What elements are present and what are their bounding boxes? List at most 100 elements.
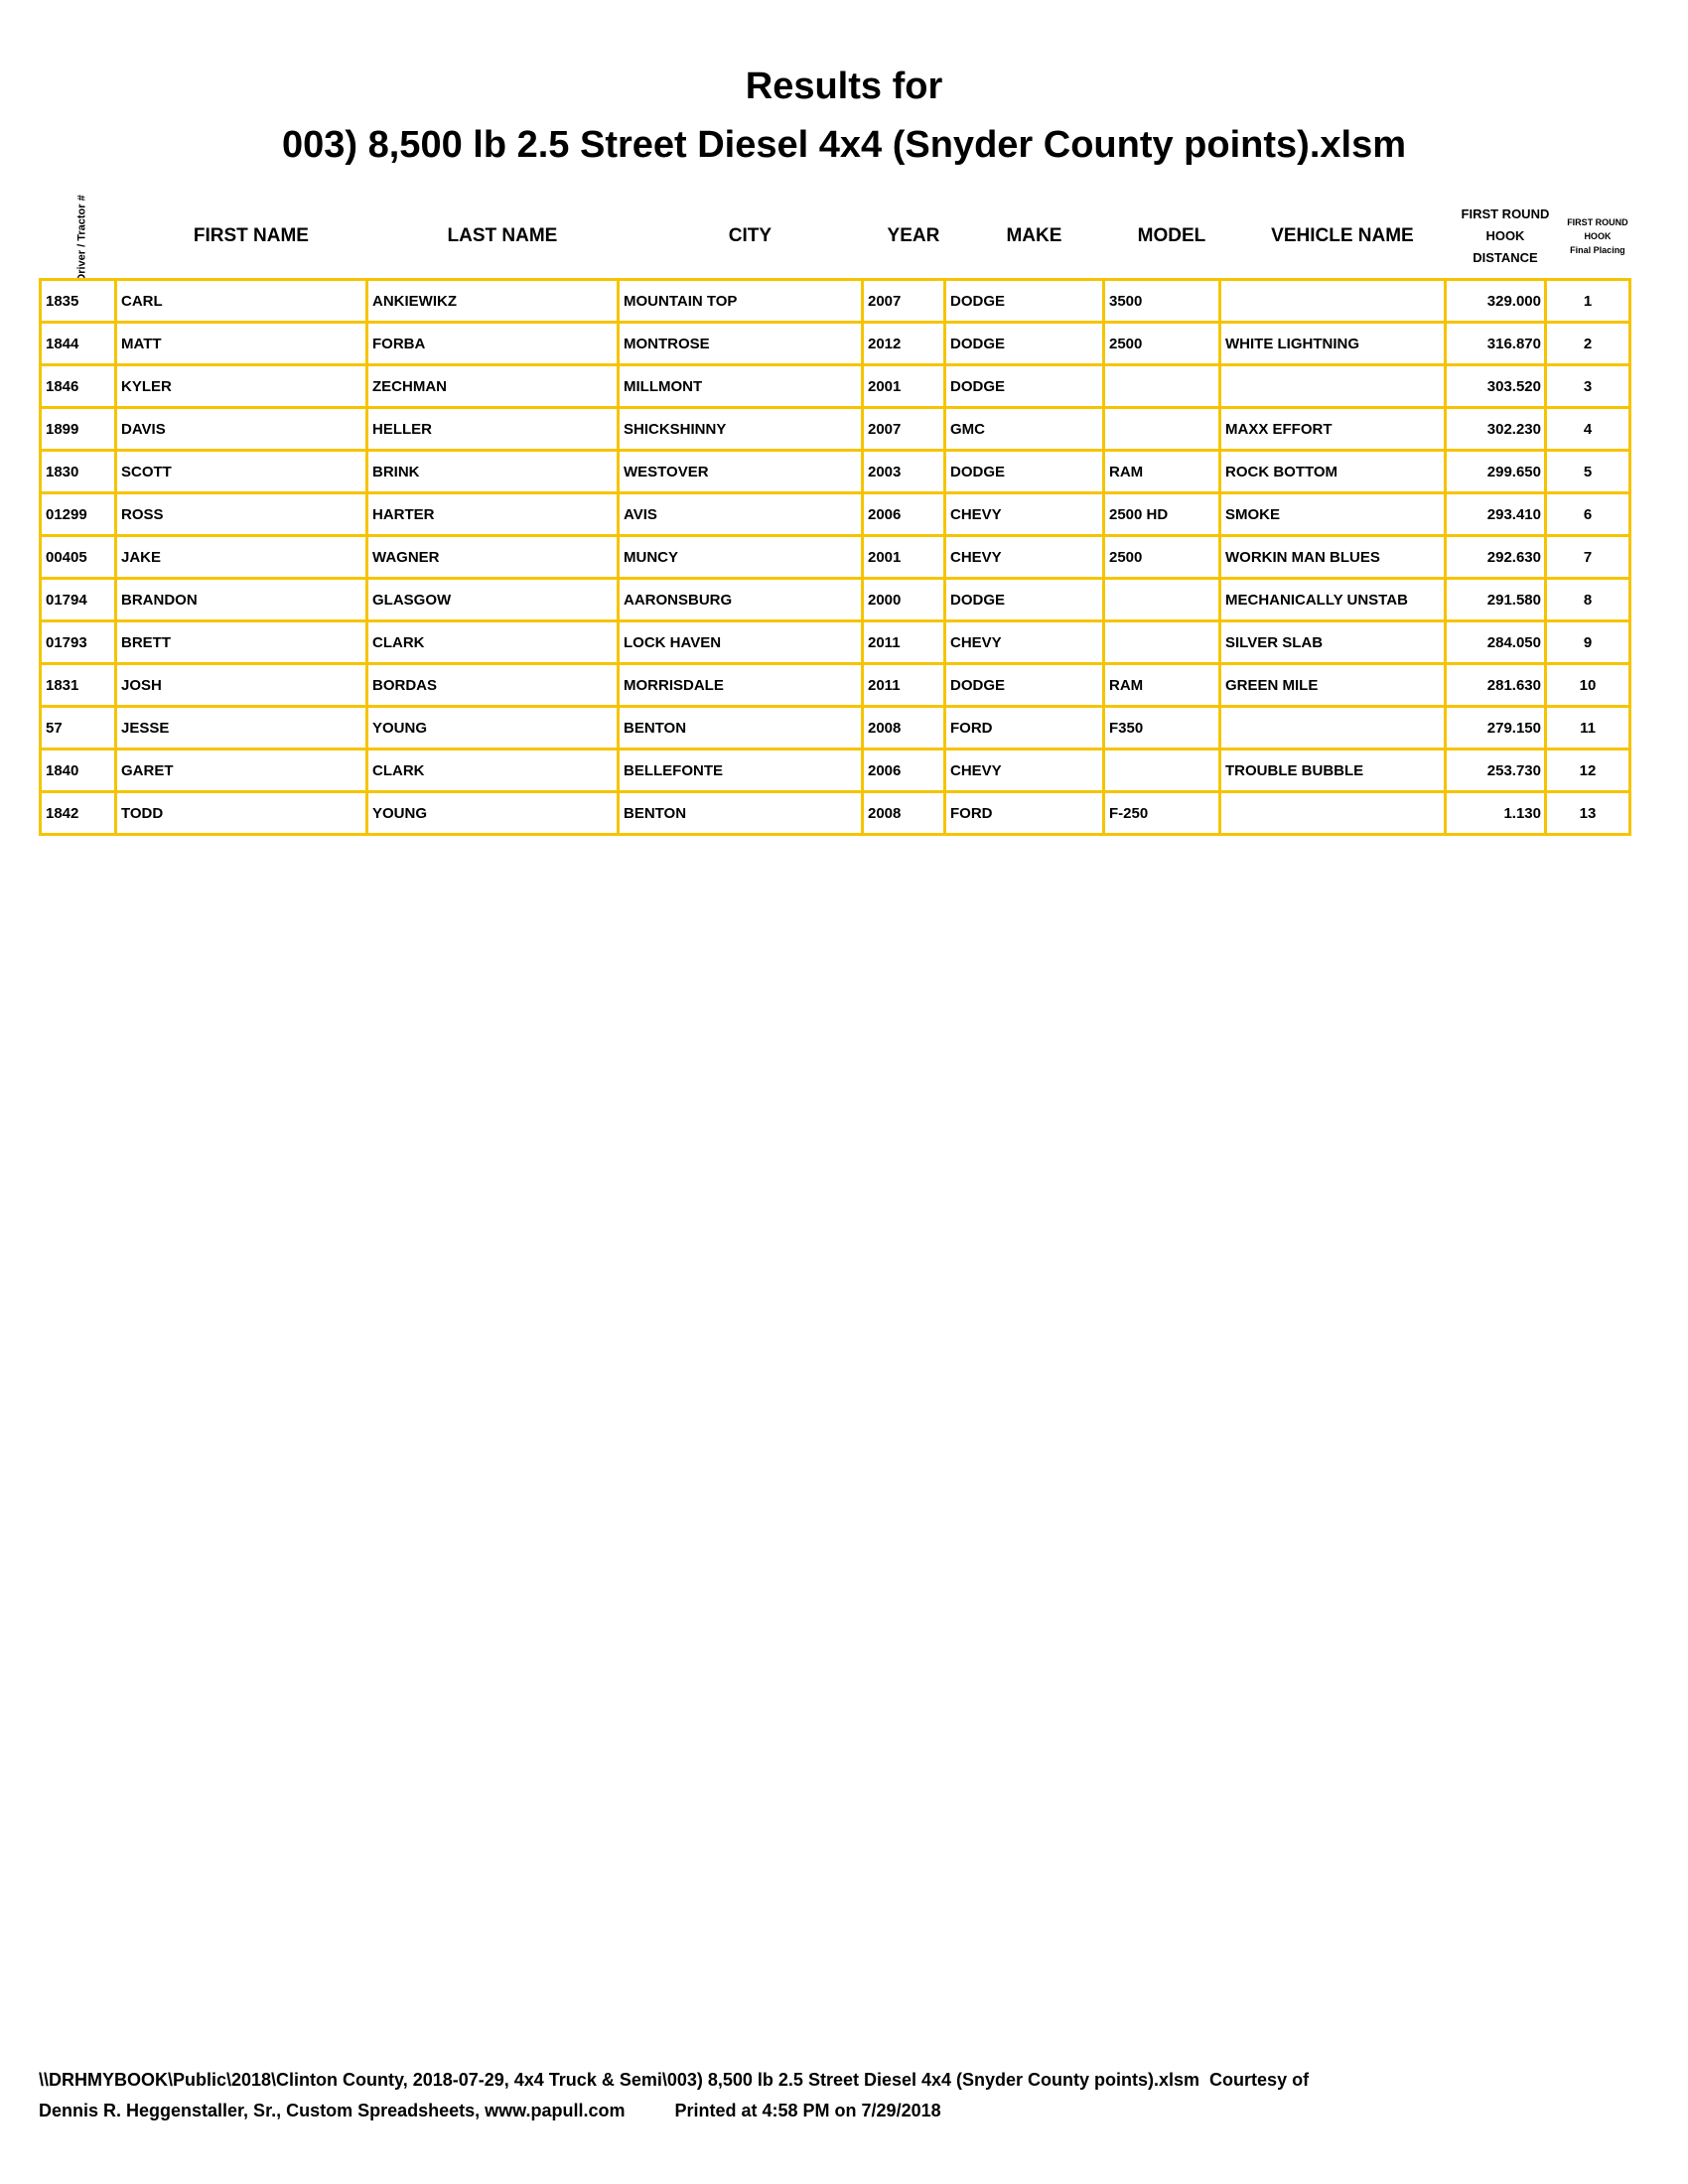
header-first-name: FIRST NAME (193, 225, 309, 246)
cell-vehicle-name (1218, 705, 1447, 751)
table-row: 01794 BRANDON GLASGOW AARONSBURG 2000 DODGE ME… (39, 577, 1631, 622)
cell-year: 2003 (861, 449, 946, 494)
cell-vehicle-name: SILVER SLAB (1218, 619, 1447, 665)
cell-make: FORD (943, 790, 1105, 836)
cell-make: DODGE (943, 363, 1105, 409)
cell-first-name: JESSE (114, 705, 368, 751)
cell-distance: 303.520 (1444, 363, 1547, 409)
cell-model: 2500 (1102, 534, 1221, 580)
cell-placing: 3 (1544, 363, 1631, 409)
cell-make: DODGE (943, 577, 1105, 622)
header-city: CITY (728, 225, 773, 246)
title-line-1: Results for (745, 66, 943, 107)
cell-model: RAM (1102, 449, 1221, 494)
cell-vehicle-name: SMOKE (1218, 491, 1447, 537)
cell-distance: 293.410 (1444, 491, 1547, 537)
cell-year: 2006 (861, 491, 946, 537)
cell-last-name: ANKIEWIKZ (365, 278, 620, 324)
cell-distance: 1.130 (1444, 790, 1547, 836)
cell-make: GMC (943, 406, 1105, 452)
cell-placing: 11 (1544, 705, 1631, 751)
cell-distance: 279.150 (1444, 705, 1547, 751)
cell-make: CHEVY (943, 491, 1105, 537)
cell-driver-number: 1830 (39, 449, 117, 494)
cell-driver-number: 1846 (39, 363, 117, 409)
cell-placing: 2 (1544, 321, 1631, 366)
cell-distance: 292.630 (1444, 534, 1547, 580)
header-driver: Driver / Tractor # (75, 195, 88, 282)
cell-city: MILLMONT (617, 363, 864, 409)
cell-distance: 253.730 (1444, 748, 1547, 793)
cell-year: 2000 (861, 577, 946, 622)
cell-distance: 299.650 (1444, 449, 1547, 494)
cell-model: RAM (1102, 662, 1221, 708)
table-row: 00405 JAKE WAGNER MUNCY 2001 CHEVY 2500 WORKIN … (39, 534, 1631, 580)
cell-city: LOCK HAVEN (617, 619, 864, 665)
cell-year: 2006 (861, 748, 946, 793)
header-vehicle-name: VEHICLE NAME (1271, 225, 1414, 246)
cell-model (1102, 748, 1221, 793)
cell-last-name: WAGNER (365, 534, 620, 580)
cell-make: CHEVY (943, 748, 1105, 793)
cell-year: 2008 (861, 705, 946, 751)
cell-first-name: BRANDON (114, 577, 368, 622)
cell-make: CHEVY (943, 534, 1105, 580)
table-row: 1899 DAVIS HELLER SHICKSHINNY 2007 GMC MAXX EF… (39, 406, 1631, 452)
cell-last-name: FORBA (365, 321, 620, 366)
cell-vehicle-name (1218, 363, 1447, 409)
cell-vehicle-name: GREEN MILE (1218, 662, 1447, 708)
cell-year: 2007 (861, 278, 946, 324)
cell-vehicle-name (1218, 278, 1447, 324)
header-model: MODEL (1137, 225, 1206, 246)
table-row: 1844 MATT FORBA MONTROSE 2012 DODGE 2500 WHITE … (39, 321, 1631, 366)
footer-credits: Dennis R. Heggenstaller, Sr., Custom Spr… (39, 2101, 941, 2121)
header-year: YEAR (887, 225, 940, 246)
table-row: 01793 BRETT CLARK LOCK HAVEN 2011 CHEVY SILVER… (39, 619, 1631, 665)
cell-make: DODGE (943, 662, 1105, 708)
cell-first-name: DAVIS (114, 406, 368, 452)
cell-model (1102, 406, 1221, 452)
table-row: 01299 ROSS HARTER AVIS 2006 CHEVY 2500 HD SMOKE… (39, 491, 1631, 537)
cell-distance: 329.000 (1444, 278, 1547, 324)
cell-city: MUNCY (617, 534, 864, 580)
cell-placing: 6 (1544, 491, 1631, 537)
cell-driver-number: 1831 (39, 662, 117, 708)
cell-year: 2008 (861, 790, 946, 836)
table-row: 1842 TODD YOUNG BENTON 2008 FORD F-250 1.130 13 (39, 790, 1631, 836)
cell-make: DODGE (943, 321, 1105, 366)
cell-driver-number: 01794 (39, 577, 117, 622)
cell-city: WESTOVER (617, 449, 864, 494)
cell-driver-number: 57 (39, 705, 117, 751)
cell-model: 2500 (1102, 321, 1221, 366)
cell-placing: 5 (1544, 449, 1631, 494)
footer-path: \\DRHMYBOOK\Public\2018\Clinton County, … (39, 2070, 1310, 2090)
cell-make: DODGE (943, 278, 1105, 324)
cell-vehicle-name (1218, 790, 1447, 836)
cell-placing: 4 (1544, 406, 1631, 452)
table-row: 1846 KYLER ZECHMAN MILLMONT 2001 DODGE 303.520… (39, 363, 1631, 409)
header-last-name: LAST NAME (447, 225, 558, 246)
cell-city: MONTROSE (617, 321, 864, 366)
cell-last-name: HELLER (365, 406, 620, 452)
cell-placing: 9 (1544, 619, 1631, 665)
cell-distance: 284.050 (1444, 619, 1547, 665)
cell-city: BENTON (617, 790, 864, 836)
table-row: 1840 GARET CLARK BELLEFONTE 2006 CHEVY TROUBLE… (39, 748, 1631, 793)
cell-first-name: ROSS (114, 491, 368, 537)
cell-first-name: BRETT (114, 619, 368, 665)
cell-driver-number: 01299 (39, 491, 117, 537)
cell-last-name: BRINK (365, 449, 620, 494)
cell-city: AARONSBURG (617, 577, 864, 622)
cell-driver-number: 1835 (39, 278, 117, 324)
cell-model: 2500 HD (1102, 491, 1221, 537)
cell-driver-number: 1844 (39, 321, 117, 366)
cell-year: 2011 (861, 662, 946, 708)
cell-city: MORRISDALE (617, 662, 864, 708)
cell-make: DODGE (943, 449, 1105, 494)
cell-first-name: KYLER (114, 363, 368, 409)
cell-driver-number: 1899 (39, 406, 117, 452)
cell-city: BENTON (617, 705, 864, 751)
cell-year: 2007 (861, 406, 946, 452)
header-make: MAKE (1006, 225, 1062, 246)
cell-vehicle-name: MECHANICALLY UNSTAB (1218, 577, 1447, 622)
